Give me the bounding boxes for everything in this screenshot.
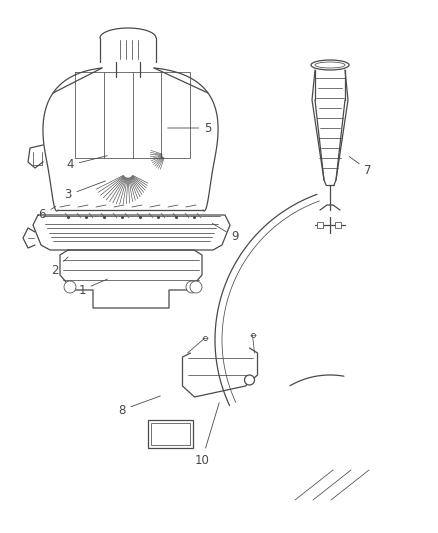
Text: 10: 10 — [194, 402, 219, 466]
Text: 9: 9 — [212, 223, 239, 244]
Text: 4: 4 — [66, 156, 107, 172]
Text: 5: 5 — [168, 122, 212, 134]
Bar — [317, 222, 323, 228]
Circle shape — [64, 281, 76, 293]
Text: 7: 7 — [349, 157, 372, 176]
Ellipse shape — [311, 60, 349, 70]
Text: 8: 8 — [118, 396, 160, 416]
Text: 3: 3 — [64, 181, 106, 201]
Text: 2: 2 — [51, 257, 68, 277]
Text: 6: 6 — [38, 206, 56, 222]
Bar — [148, 420, 193, 448]
Bar — [151, 423, 190, 445]
Circle shape — [190, 281, 202, 293]
Circle shape — [186, 281, 198, 293]
Text: 1: 1 — [78, 279, 107, 296]
Circle shape — [244, 375, 254, 385]
Bar — [335, 222, 341, 228]
